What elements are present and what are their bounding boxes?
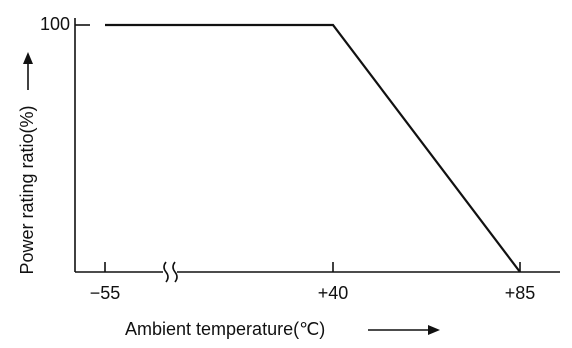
x-axis-label: Ambient temperature(℃) xyxy=(125,319,325,339)
y-tick-label: 100 xyxy=(40,14,70,34)
x-tick-label: +85 xyxy=(505,283,536,303)
axis-break xyxy=(163,261,178,283)
x-tick-label: −55 xyxy=(90,283,121,303)
x-arrowhead xyxy=(428,325,440,335)
y-arrowhead xyxy=(23,52,33,64)
x-tick-label: +40 xyxy=(318,283,349,303)
line xyxy=(105,23,521,273)
y-axis-label: Power rating ratio(%) xyxy=(17,105,37,274)
